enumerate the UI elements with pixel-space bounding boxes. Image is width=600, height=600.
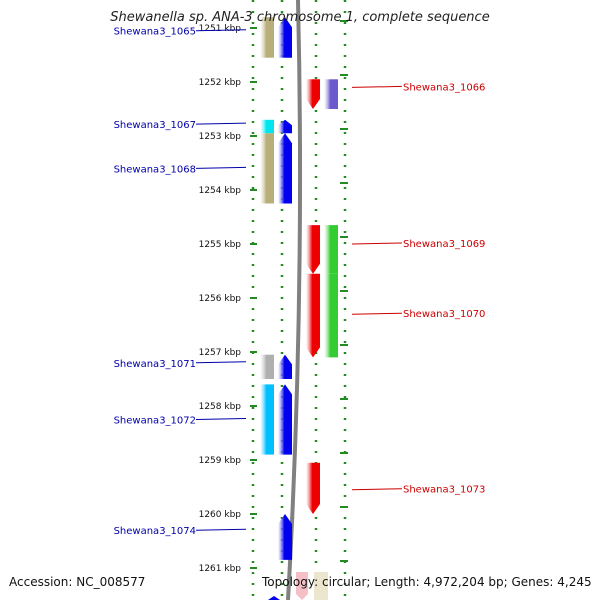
label-leader [195,361,247,364]
gene-arrow [278,384,292,455]
tick-label: 1258 kbp [199,402,242,412]
label-leader [351,85,403,88]
gene-label: Shewana3_1070 [403,309,485,320]
gene-label: Shewana3_1071 [114,359,196,370]
gene-arrow [278,17,292,58]
label-leader [195,166,247,169]
partial-gene-arrow [296,572,308,600]
cog-block [324,79,338,109]
label-leader [351,488,403,491]
cog-block [324,225,338,274]
tick-label: 1261 kbp [199,564,242,574]
gene-arrow [306,225,320,274]
gene-arrow [278,354,292,379]
label-leader [195,418,247,420]
gene-label: Shewana3_1074 [114,526,196,537]
cog-block [324,273,338,358]
label-leader [351,312,403,315]
gene-arrow [278,514,292,560]
gene-arrow [306,273,320,358]
gene-label: Shewana3_1067 [114,120,196,131]
cog-block [260,133,274,204]
topology-text: Topology: circular; Length: 4,972,204 bp… [262,575,592,589]
tick-label: 1260 kbp [199,510,242,520]
cog-block [260,119,274,134]
tick-label: 1252 kbp [199,78,242,88]
gene-label: Shewana3_1073 [403,485,485,496]
cog-block [260,17,274,58]
tick-label: 1256 kbp [199,294,242,304]
gene-label: Shewana3_1066 [403,82,485,93]
gene-arrow [306,462,320,514]
gene-label: Shewana3_1069 [403,239,485,250]
tick-label: 1251 kbp [199,24,242,34]
tick-label: 1257 kbp [199,348,242,358]
accession-text: Accession: NC_008577 [9,575,146,589]
label-leader [195,528,247,531]
tick-label: 1253 kbp [199,132,242,142]
gene-arrow [306,79,320,109]
partial-gene-arrow [268,596,280,600]
backbone-line [286,0,303,600]
map-title: Shewanella sp. ANA-3 chromosome 1, compl… [110,10,490,25]
tick-label: 1254 kbp [199,186,242,196]
gene-label: Shewana3_1065 [114,27,196,38]
label-leader [195,29,247,32]
label-leader [351,242,403,245]
gene-label: Shewana3_1072 [114,416,196,427]
gene-label: Shewana3_1068 [114,164,196,175]
label-leader [195,122,247,125]
gene-arrow [278,133,292,204]
tick-label: 1255 kbp [199,240,242,250]
cog-block [260,354,274,379]
cog-block [260,384,274,455]
partial-cog-block [314,572,328,600]
tick-label: 1259 kbp [199,456,242,466]
gene-arrow [278,119,292,134]
